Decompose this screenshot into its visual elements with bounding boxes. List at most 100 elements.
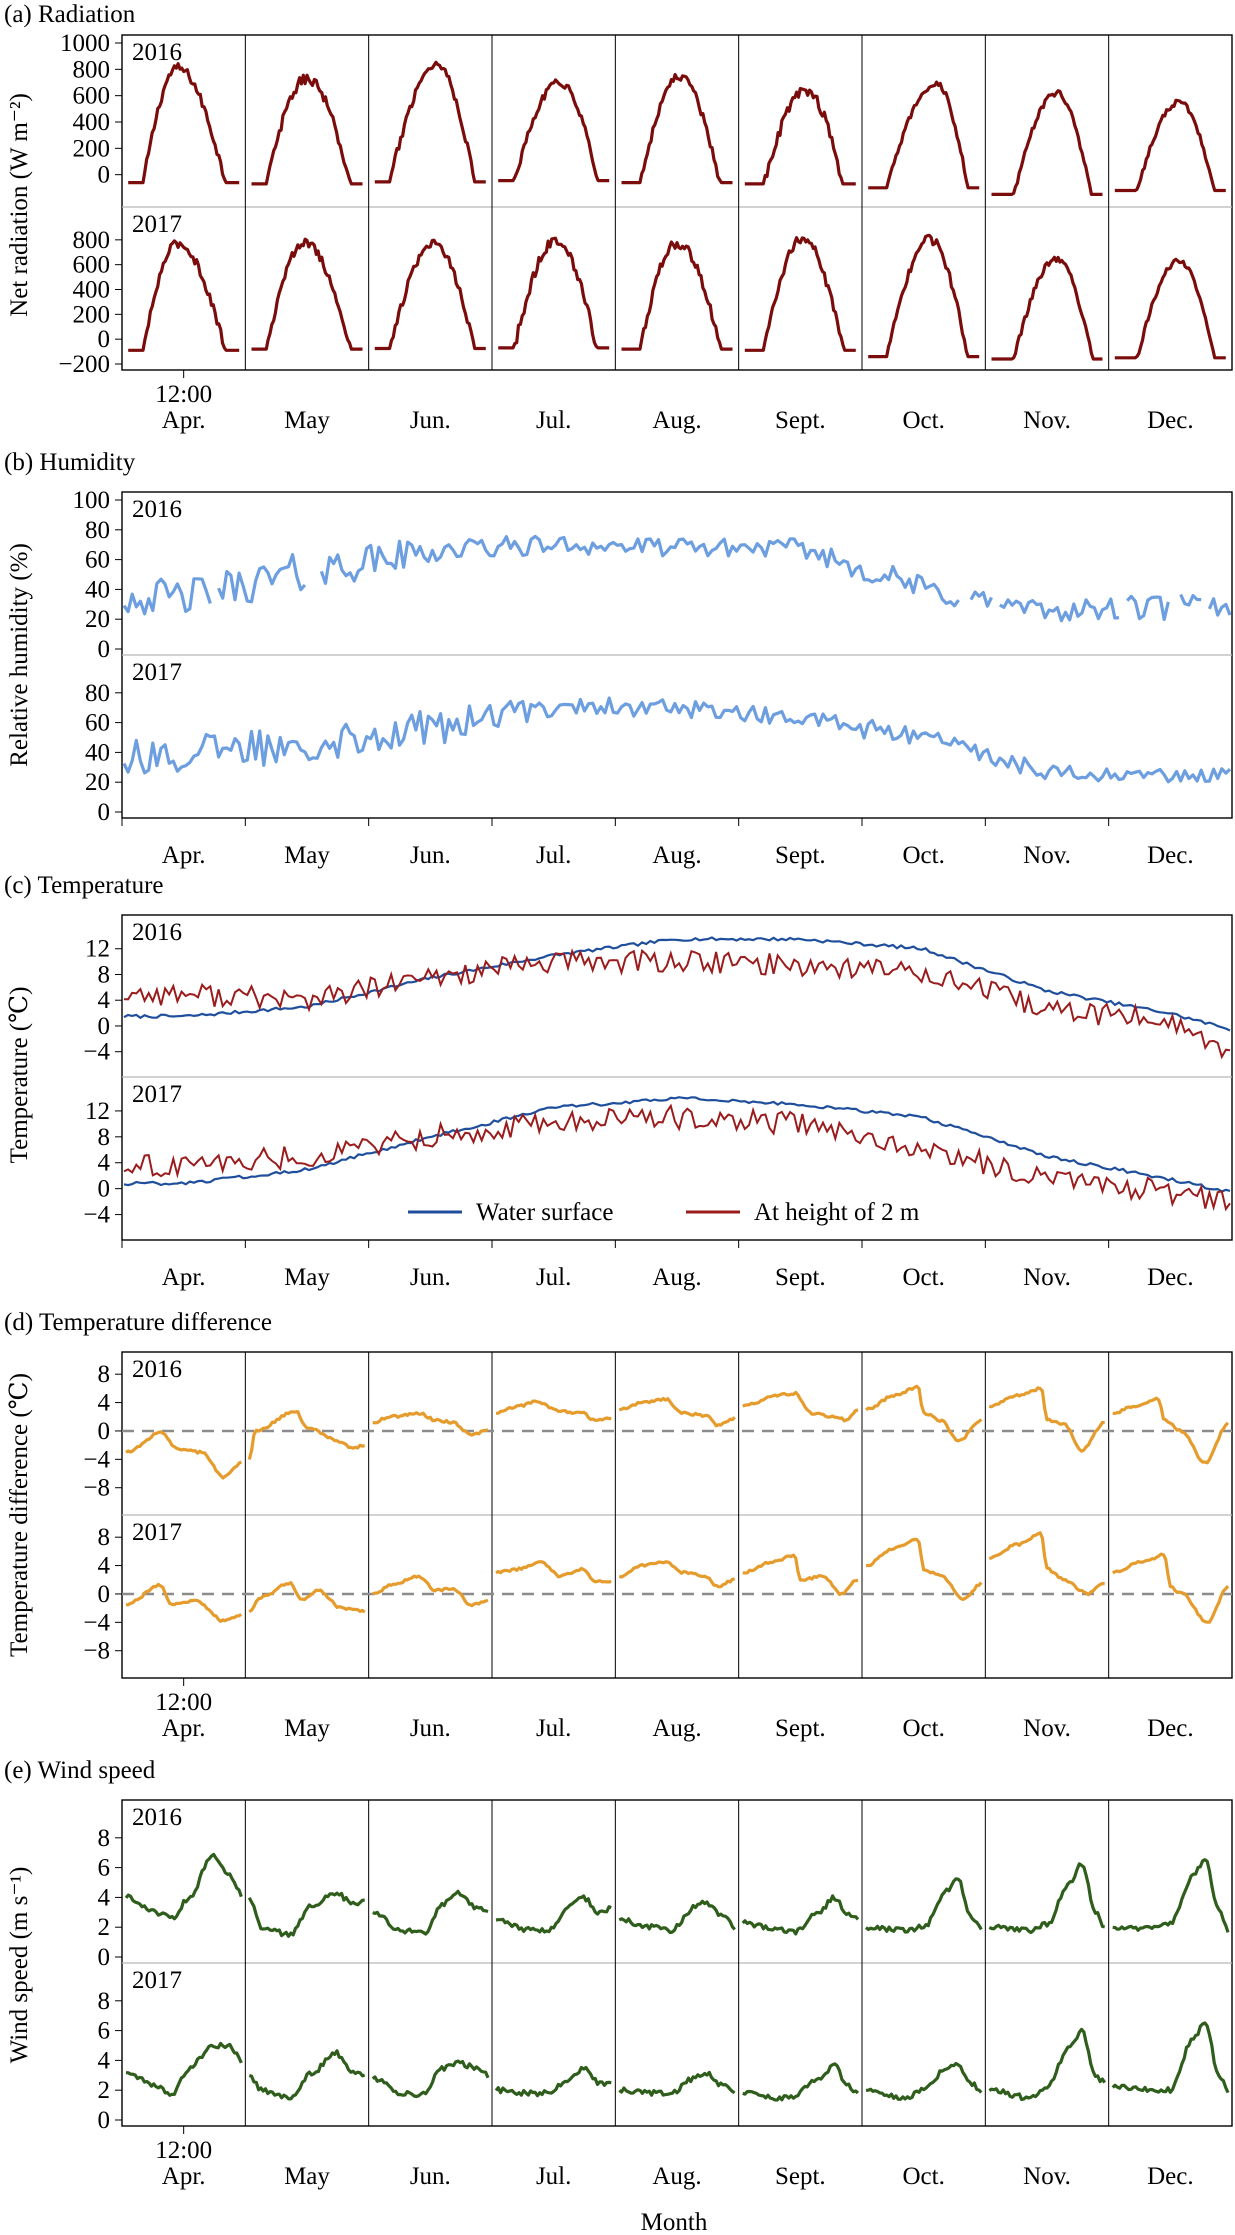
radiation-line-2017-Oct.: [868, 233, 980, 359]
radiation-line-2016-Apr.: [128, 62, 240, 185]
month-label: Oct.: [902, 1264, 944, 1291]
y-tick-label: 0: [98, 799, 111, 826]
y-tick-label: 600: [73, 83, 111, 110]
y-tick-label: 40: [85, 576, 110, 603]
ylabel-temperature: Temperature (℃): [6, 987, 33, 1164]
month-label: Jul.: [536, 842, 571, 869]
radiation-line-2017-Apr.: [128, 239, 240, 352]
time-tick-label: 12:00: [155, 381, 212, 408]
y-tick-label: 0: [98, 1581, 111, 1608]
temp-diff-line-2017-Sept.: [742, 1553, 859, 1596]
y-tick-label: −4: [83, 1202, 110, 1229]
humidity-line-2016: [122, 534, 1232, 623]
y-tick-label: −4: [83, 1609, 110, 1636]
panel-temp: Apr. May Jun. Jul. Aug. Sept. Oct. Nov. Dec. 2016…: [83, 914, 1233, 1291]
wind-line-2016-Sept.: [741, 1894, 860, 1936]
month-label: Sept.: [775, 1264, 826, 1291]
temp-diff-line-2017-Nov.: [988, 1531, 1105, 1597]
wind-line-2017-Oct.: [865, 2061, 983, 2101]
y-tick-label: 0: [98, 326, 111, 353]
month-label: Sept.: [775, 1715, 826, 1742]
month-label: Nov.: [1023, 1264, 1071, 1291]
air-2m-line-2016: [123, 948, 1231, 1060]
y-tick-label: 8: [98, 961, 111, 988]
month-label: Apr.: [162, 2163, 206, 2190]
y-tick-label: 0: [98, 1418, 111, 1445]
radiation-line-2016-May: [251, 73, 363, 186]
month-label: Dec.: [1147, 2163, 1194, 2190]
radiation-line-2017-May: [251, 237, 363, 351]
temp-diff-line-2017-May: [248, 1581, 366, 1614]
month-label: Jul.: [536, 1264, 571, 1291]
plot-area: Apr. May Jun. Jul. Aug. Sept. Oct. Nov. Dec. 12:0…: [58, 30, 1233, 2190]
month-label: Jun.: [410, 1715, 451, 1742]
y-tick-label: 4: [98, 987, 111, 1014]
y-tick-label: 6: [98, 2018, 111, 2045]
month-label: Jun.: [410, 1264, 451, 1291]
month-label: Jul.: [536, 2163, 571, 2190]
wind-line-2016-Oct.: [864, 1877, 983, 1934]
temp-diff-line-2017-Aug.: [618, 1560, 735, 1589]
y-tick-label: 800: [73, 227, 111, 254]
temp-diff-line-2016-Dec.: [1112, 1396, 1230, 1465]
month-label: Nov.: [1023, 842, 1071, 869]
temp-diff-line-2017-Dec.: [1112, 1552, 1230, 1624]
month-label: Oct.: [902, 407, 944, 434]
temp-diff-line-2016-Oct.: [865, 1384, 983, 1443]
temp-diff-line-2016-May: [247, 1410, 366, 1460]
y-tick-label: 40: [85, 739, 110, 766]
panel-wind: Apr. May Jun. Jul. Aug. Sept. Oct. Nov. Dec. 12:0…: [98, 1799, 1233, 2190]
y-tick-label: 400: [73, 109, 111, 136]
y-tick-label: 0: [98, 1013, 111, 1040]
year-label: 2016: [132, 1356, 182, 1383]
radiation-line-2017-Nov.: [991, 255, 1103, 361]
y-tick-label: 80: [85, 680, 110, 707]
wind-line-2016-Dec.: [1112, 1858, 1230, 1933]
month-label: Oct.: [902, 1715, 944, 1742]
year-label: 2017: [132, 211, 182, 238]
y-tick-label: 0: [98, 162, 111, 189]
y-tick-label: −4: [83, 1039, 110, 1066]
month-label: Aug.: [652, 842, 701, 869]
month-label: Dec.: [1147, 407, 1194, 434]
y-tick-label: 200: [73, 301, 111, 328]
y-tick-label: 4: [98, 1390, 111, 1417]
month-label: Aug.: [652, 2163, 701, 2190]
radiation-line-2017-Sept.: [744, 236, 856, 352]
wind-line-2017-May: [248, 2049, 366, 2101]
temperature-legend: Water surface At height of 2 m: [408, 1199, 920, 1226]
wind-line-2016-May: [247, 1891, 365, 1938]
wind-line-2016-Nov.: [988, 1862, 1105, 1935]
y-tick-label: 4: [98, 2047, 111, 2074]
y-tick-label: 4: [98, 1553, 111, 1580]
y-tick-label: 1000: [60, 30, 110, 57]
panel-rad: Apr. May Jun. Jul. Aug. Sept. Oct. Nov. Dec. 12:0…: [58, 30, 1233, 434]
temp-diff-line-2016-Jul.: [495, 1399, 612, 1422]
panel-frame: [121, 34, 1233, 371]
month-label: May: [284, 1715, 330, 1742]
month-label: Jun.: [410, 2163, 451, 2190]
radiation-line-2017-Aug.: [621, 240, 733, 351]
x-axis-title: Month: [641, 2209, 708, 2235]
air-2m-line-2017: [123, 1103, 1231, 1212]
month-label: Sept.: [775, 842, 826, 869]
radiation-line-2016-Aug.: [621, 73, 733, 185]
month-label: Nov.: [1023, 1715, 1071, 1742]
month-label: Dec.: [1147, 1715, 1194, 1742]
y-tick-label: 6: [98, 1855, 111, 1882]
panel-tdiff: Apr. May Jun. Jul. Aug. Sept. Oct. Nov. Dec. 12:0…: [83, 1351, 1233, 1742]
month-label: Jun.: [410, 842, 451, 869]
radiation-line-2016-Oct.: [868, 80, 980, 190]
temp-diff-line-2016-Nov.: [988, 1386, 1105, 1453]
panel-title-radiation: (a) Radiation: [4, 1, 136, 28]
month-label: Dec.: [1147, 1264, 1194, 1291]
month-label: Oct.: [902, 842, 944, 869]
y-tick-label: 8: [98, 1825, 111, 1852]
y-tick-label: 200: [73, 135, 111, 162]
y-tick-label: 4: [98, 1884, 111, 1911]
month-label: Jun.: [410, 407, 451, 434]
wind-line-2016-Jul.: [495, 1894, 612, 1934]
month-label: May: [284, 2163, 330, 2190]
temp-diff-line-2017-Jun.: [372, 1574, 489, 1608]
